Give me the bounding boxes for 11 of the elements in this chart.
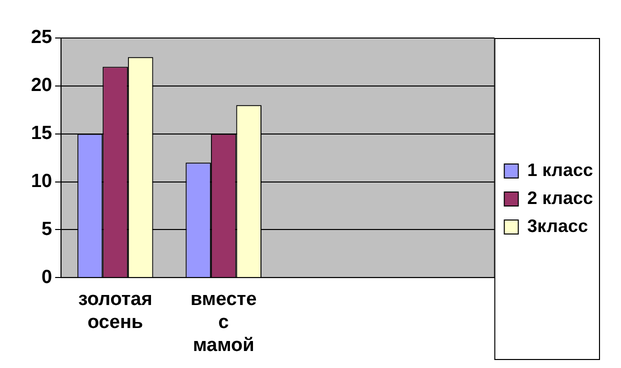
y-tick-label: 20 xyxy=(30,75,52,96)
y-tick-label: 10 xyxy=(30,170,52,192)
x-tick-label: золотая осень xyxy=(78,289,152,334)
y-tick-label: 15 xyxy=(30,123,53,144)
legend-label: 2 класс xyxy=(527,188,594,208)
y-tick-label: 0 xyxy=(42,266,52,288)
y-tick-label: 25 xyxy=(30,27,53,48)
legend-label: 1 класс xyxy=(527,160,594,180)
y-tick-label: 5 xyxy=(42,218,53,240)
x-tick-label: вместе с мамой xyxy=(190,289,257,356)
legend-label: 3класс xyxy=(527,216,588,236)
